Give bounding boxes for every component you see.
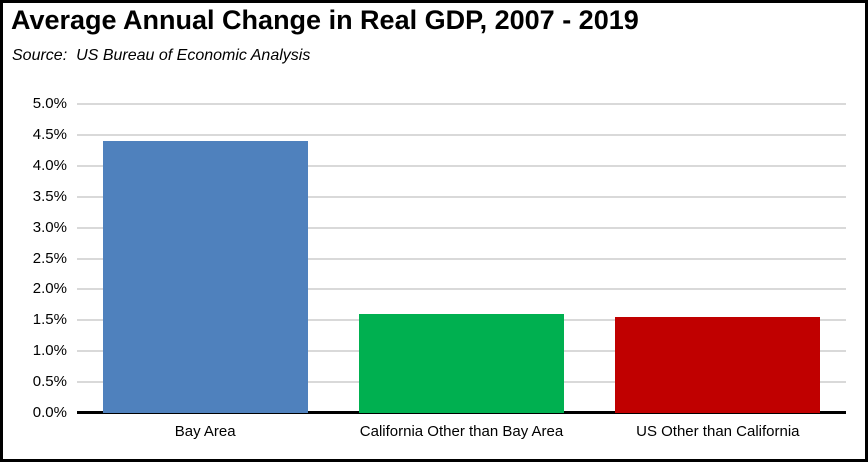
plot-area [77, 103, 846, 414]
x-axis-category-label: California Other than Bay Area [359, 423, 564, 440]
x-axis-category-label: US Other than California [636, 423, 800, 440]
y-axis-tick-label: 0.5% [32, 373, 67, 391]
y-axis-tick-label: 1.5% [32, 311, 67, 329]
chart-title: Average Annual Change in Real GDP, 2007 … [11, 5, 639, 35]
gridline [77, 288, 846, 291]
bar-us-other-than-california [615, 317, 821, 413]
y-axis-tick-label: 4.0% [32, 156, 67, 174]
y-axis-tick-label: 5.0% [32, 95, 67, 112]
y-axis-tick-label: 3.5% [32, 187, 67, 205]
gridline [77, 103, 846, 105]
y-axis-tick-label: 2.5% [32, 249, 67, 267]
y-axis-tick-label: 4.5% [32, 125, 67, 143]
gridline [77, 257, 846, 260]
gridline [77, 164, 846, 167]
gridline [77, 226, 846, 229]
gridline [77, 195, 846, 198]
bar-california-other-than-bay-area [358, 314, 565, 413]
chart-source: Source: US Bureau of Economic Analysis [12, 47, 310, 65]
y-axis-tick-label: 1.0% [32, 342, 67, 360]
chart-source-text: US Bureau of Economic Analysis [76, 47, 311, 64]
gridline [77, 133, 846, 136]
x-axis-category-label: Bay Area [174, 423, 236, 440]
y-axis-tick-label: 3.0% [32, 218, 67, 236]
y-axis-tick-label: 2.0% [32, 280, 67, 298]
bar-bay-area [102, 141, 308, 413]
chart-source-label: Source: [12, 47, 68, 64]
y-axis-tick-label: 0.0% [32, 404, 67, 421]
